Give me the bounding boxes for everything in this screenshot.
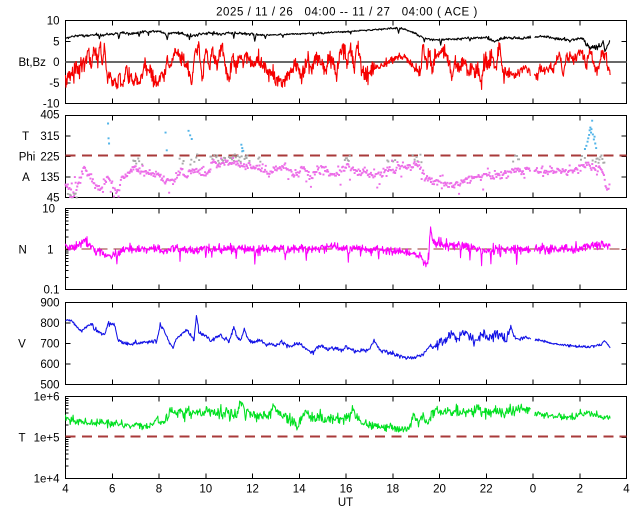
svg-text:1e+4: 1e+4	[34, 474, 61, 486]
svg-text:900: 900	[40, 298, 59, 310]
svg-text:UT: UT	[338, 497, 353, 509]
svg-text:1e+6: 1e+6	[34, 392, 60, 404]
svg-text:2025 / 11 / 26 04:00 -- 11 /: 2025 / 11 / 26 04:00 -- 11 / 27 04:00 ( …	[216, 6, 478, 18]
svg-text:T: T	[18, 433, 25, 445]
svg-text:700: 700	[40, 339, 59, 351]
svg-text:5: 5	[53, 36, 59, 48]
svg-text:-10: -10	[43, 99, 60, 111]
svg-text:A: A	[22, 172, 30, 184]
svg-text:0.1: 0.1	[44, 285, 60, 297]
svg-text:Phi: Phi	[19, 152, 36, 164]
svg-text:225: 225	[40, 152, 59, 164]
svg-text:4: 4	[623, 484, 630, 496]
svg-text:18: 18	[386, 484, 399, 496]
svg-text:4: 4	[62, 484, 69, 496]
svg-text:22: 22	[480, 484, 493, 496]
svg-text:45: 45	[47, 193, 60, 205]
svg-text:405: 405	[40, 110, 59, 122]
svg-text:1e+5: 1e+5	[34, 433, 60, 445]
svg-text:20: 20	[433, 484, 446, 496]
svg-text:0: 0	[530, 484, 536, 496]
svg-text:T: T	[22, 131, 29, 143]
svg-text:315: 315	[40, 131, 59, 143]
svg-text:16: 16	[340, 484, 353, 496]
svg-text:Bt,Bz: Bt,Bz	[18, 57, 46, 69]
svg-text:14: 14	[293, 484, 306, 496]
svg-text:N: N	[19, 244, 27, 256]
svg-text:10: 10	[199, 484, 212, 496]
svg-text:12: 12	[246, 484, 259, 496]
svg-text:0: 0	[53, 57, 59, 69]
svg-text:10: 10	[42, 204, 55, 216]
svg-text:V: V	[18, 339, 26, 351]
svg-text:800: 800	[40, 318, 59, 330]
svg-text:10: 10	[47, 16, 60, 28]
svg-text:500: 500	[40, 380, 59, 392]
svg-text:8: 8	[156, 484, 162, 496]
svg-text:1: 1	[47, 244, 53, 256]
svg-text:6: 6	[109, 484, 115, 496]
svg-text:135: 135	[40, 172, 59, 184]
svg-text:2: 2	[577, 484, 583, 496]
svg-text:600: 600	[40, 359, 59, 371]
svg-text:-5: -5	[49, 78, 59, 90]
